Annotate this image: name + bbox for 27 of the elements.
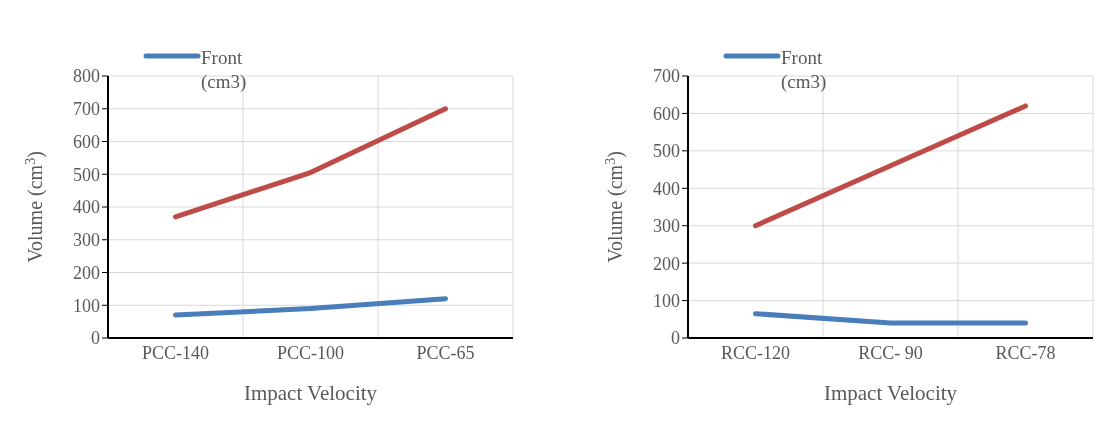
y-tick-label: 600 [73, 131, 100, 152]
y-tick-label: 800 [73, 66, 100, 87]
legend-label: Front (cm3) [201, 46, 248, 94]
x-tick-label: RCC-120 [720, 342, 791, 363]
y-tick-label: 400 [653, 178, 680, 199]
y-tick-label: 300 [653, 216, 680, 237]
x-tick-label: RCC-78 [995, 342, 1056, 363]
y-tick-label: 500 [653, 141, 680, 162]
y-tick-label: 200 [653, 253, 680, 274]
y-tick-label: 300 [73, 230, 100, 251]
x-axis-title: Impact Velocity [823, 381, 958, 405]
y-tick-label: 0 [91, 328, 100, 349]
y-tick-label: 0 [671, 328, 680, 349]
x-tick-label: RCC- 90 [858, 342, 923, 363]
y-tick-label: 100 [73, 295, 100, 316]
y-tick-label: 700 [653, 66, 680, 87]
x-tick-label: PCC-140 [141, 342, 210, 363]
y-tick-label: 700 [73, 99, 100, 120]
y-tick-label: 500 [73, 164, 100, 185]
y-tick-label: 100 [653, 290, 680, 311]
y-tick-label: 400 [73, 197, 100, 218]
y-tick-label: 200 [73, 262, 100, 283]
x-tick-label: PCC-100 [276, 342, 345, 363]
x-tick-label: PCC-65 [416, 342, 475, 363]
legend-label: Front (cm3) [781, 46, 828, 94]
y-tick-label: 600 [653, 103, 680, 124]
x-axis-title: Impact Velocity [243, 381, 378, 405]
